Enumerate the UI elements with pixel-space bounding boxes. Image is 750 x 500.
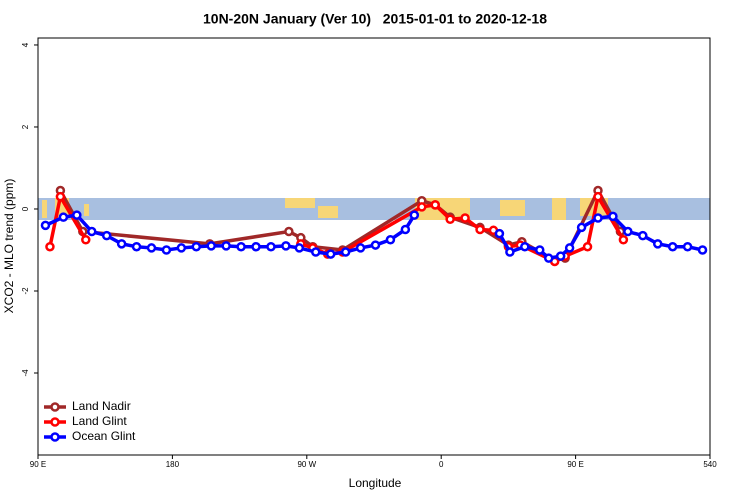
- data-point: [251, 241, 261, 252]
- data-point: [460, 213, 470, 223]
- data-point: [618, 234, 629, 245]
- data-point: [281, 241, 291, 251]
- legend-marker: [50, 417, 60, 427]
- data-point: [385, 234, 396, 245]
- data-point: [58, 212, 69, 222]
- data-point: [475, 224, 485, 235]
- data-point: [593, 191, 603, 202]
- x-tick-label: 90 E: [567, 460, 583, 469]
- data-point: [582, 241, 593, 252]
- data-point: [55, 191, 66, 202]
- x-axis-label: Longitude: [349, 476, 402, 490]
- data-point: [555, 251, 566, 261]
- data-point: [146, 243, 157, 253]
- data-point: [494, 228, 505, 239]
- map-band: [38, 198, 710, 220]
- data-point: [564, 243, 575, 253]
- data-point: [191, 241, 202, 252]
- data-point: [40, 220, 51, 231]
- y-tick-label: -4: [21, 369, 30, 377]
- y-tick-label: 2: [21, 124, 30, 129]
- data-point: [206, 241, 216, 251]
- data-point: [284, 226, 294, 237]
- legend-label: Land Glint: [72, 414, 127, 428]
- data-point: [355, 243, 366, 253]
- data-point: [294, 243, 305, 253]
- data-point: [445, 214, 455, 224]
- data-point: [623, 226, 633, 237]
- data-point: [535, 245, 545, 255]
- x-tick-label: 540: [703, 460, 717, 469]
- data-point: [682, 241, 693, 252]
- y-tick-label: -2: [21, 287, 30, 295]
- y-tick-label: 4: [21, 42, 30, 47]
- data-point: [370, 240, 381, 250]
- data-point: [543, 253, 554, 263]
- legend-label: Land Nadir: [72, 399, 131, 413]
- data-point: [576, 222, 587, 233]
- x-tick-label: 90 E: [30, 460, 46, 469]
- data-point: [409, 210, 420, 220]
- data-point: [131, 241, 142, 252]
- x-tick-label: 0: [439, 460, 444, 469]
- data-point: [638, 230, 648, 241]
- data-point: [667, 241, 678, 252]
- legend-marker: [50, 432, 60, 442]
- data-point: [45, 241, 55, 252]
- data-point: [116, 239, 127, 249]
- data-point: [311, 247, 321, 257]
- legend-marker: [50, 402, 60, 412]
- data-point: [81, 234, 91, 245]
- data-point: [652, 239, 663, 249]
- data-point: [340, 247, 351, 257]
- data-point: [221, 241, 231, 251]
- data-point: [325, 249, 336, 259]
- chart-title: 10N-20N January (Ver 10) 2015-01-01 to 2…: [203, 11, 547, 27]
- legend-label: Ocean Glint: [72, 429, 136, 443]
- y-tick-label: 0: [21, 206, 30, 211]
- data-point: [430, 200, 440, 210]
- data-point: [72, 210, 82, 220]
- data-point: [593, 213, 603, 223]
- data-point: [608, 211, 618, 222]
- x-tick-label: 180: [166, 460, 180, 469]
- data-point: [266, 241, 276, 252]
- data-point: [400, 224, 411, 235]
- data-point: [87, 226, 97, 237]
- x-tick-label: 90 W: [297, 460, 316, 469]
- data-point: [520, 241, 530, 252]
- data-point: [101, 230, 112, 241]
- y-axis-label: XCO2 - MLO trend (ppm): [2, 179, 16, 314]
- data-point: [697, 245, 708, 255]
- data-point: [236, 241, 246, 252]
- data-point: [161, 245, 172, 255]
- data-point: [417, 202, 427, 212]
- data-point: [176, 243, 187, 253]
- plot-frame: [37, 37, 711, 456]
- data-point: [505, 247, 515, 257]
